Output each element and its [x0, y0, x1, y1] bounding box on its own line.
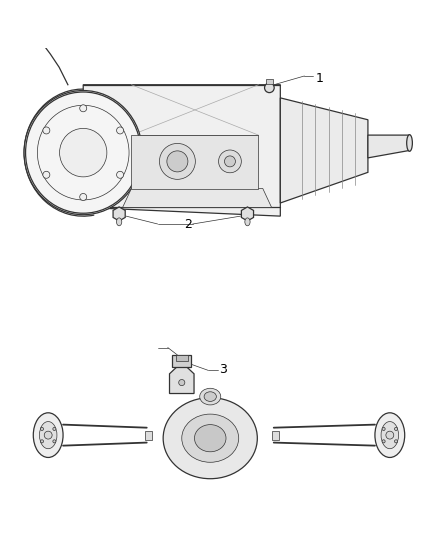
- Ellipse shape: [24, 91, 142, 215]
- Ellipse shape: [60, 128, 107, 177]
- Ellipse shape: [265, 83, 274, 93]
- Ellipse shape: [219, 150, 241, 173]
- Ellipse shape: [43, 171, 50, 179]
- Ellipse shape: [375, 413, 405, 457]
- Ellipse shape: [179, 379, 185, 386]
- Text: 1: 1: [315, 71, 323, 85]
- Bar: [266, 78, 273, 84]
- Ellipse shape: [33, 413, 63, 457]
- Ellipse shape: [194, 425, 226, 452]
- Polygon shape: [83, 85, 280, 216]
- Ellipse shape: [382, 427, 385, 431]
- Ellipse shape: [167, 151, 188, 172]
- Ellipse shape: [40, 440, 43, 443]
- Ellipse shape: [39, 422, 57, 449]
- Polygon shape: [123, 189, 272, 207]
- Bar: [145, 431, 152, 440]
- Ellipse shape: [159, 143, 195, 179]
- Text: 2: 2: [184, 219, 192, 231]
- Ellipse shape: [117, 127, 124, 134]
- Ellipse shape: [407, 135, 413, 151]
- Ellipse shape: [200, 388, 221, 405]
- Polygon shape: [131, 135, 258, 189]
- Ellipse shape: [163, 398, 257, 479]
- Ellipse shape: [80, 105, 87, 112]
- Ellipse shape: [395, 440, 398, 443]
- Bar: [176, 355, 188, 361]
- Ellipse shape: [386, 431, 394, 439]
- Ellipse shape: [53, 427, 56, 431]
- Ellipse shape: [182, 414, 239, 462]
- Ellipse shape: [37, 106, 129, 200]
- Polygon shape: [113, 207, 125, 221]
- Ellipse shape: [44, 431, 52, 439]
- Polygon shape: [241, 207, 254, 221]
- Ellipse shape: [204, 392, 216, 401]
- Bar: [172, 355, 191, 367]
- Polygon shape: [368, 135, 410, 158]
- Ellipse shape: [43, 127, 50, 134]
- Ellipse shape: [245, 218, 250, 226]
- Ellipse shape: [382, 440, 385, 443]
- Ellipse shape: [225, 156, 236, 167]
- Ellipse shape: [395, 427, 398, 431]
- Bar: [272, 431, 279, 440]
- Ellipse shape: [381, 422, 399, 449]
- Ellipse shape: [117, 218, 122, 226]
- Ellipse shape: [40, 427, 43, 431]
- Polygon shape: [280, 98, 368, 203]
- Ellipse shape: [117, 171, 124, 179]
- Ellipse shape: [80, 193, 87, 200]
- Text: 3: 3: [219, 363, 227, 376]
- Polygon shape: [170, 367, 194, 393]
- Ellipse shape: [53, 440, 56, 443]
